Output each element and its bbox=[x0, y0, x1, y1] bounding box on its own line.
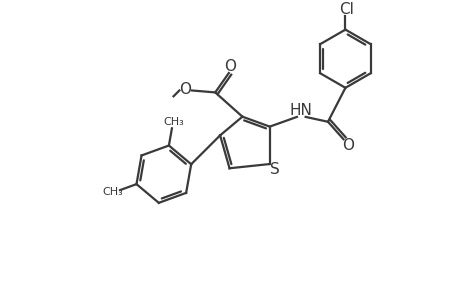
Text: S: S bbox=[269, 162, 279, 177]
Text: CH₃: CH₃ bbox=[162, 117, 183, 127]
Text: O: O bbox=[179, 82, 191, 97]
Text: O: O bbox=[341, 138, 353, 153]
Text: Cl: Cl bbox=[338, 2, 353, 17]
Text: HN: HN bbox=[289, 103, 312, 118]
Text: CH₃: CH₃ bbox=[102, 188, 123, 197]
Text: O: O bbox=[224, 59, 235, 74]
